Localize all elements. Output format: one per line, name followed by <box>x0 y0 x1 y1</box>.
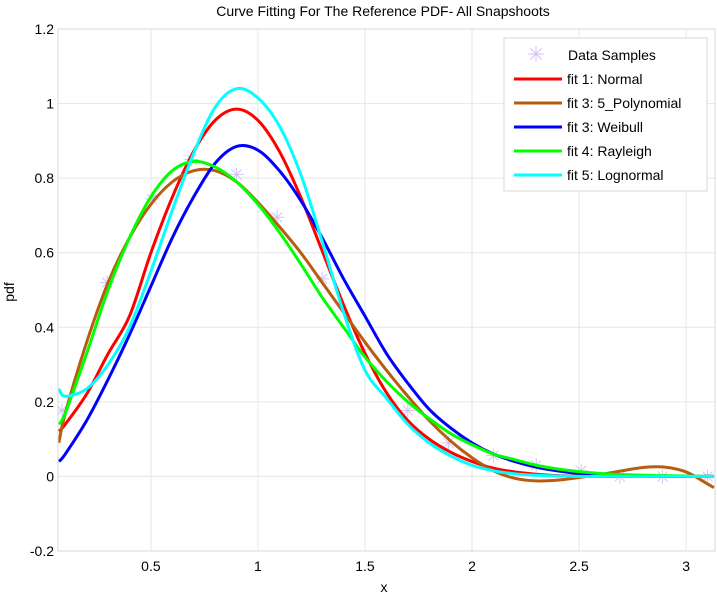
legend: Data Samples fit 1: Normal fit 3: 5_Polyno… <box>503 37 708 192</box>
data-sample-point <box>400 403 415 418</box>
series-line-fit-3-5-polynomial <box>58 167 715 489</box>
tick-labels: 0.5 1 1.5 2 2.5 3 -0.2 0 0.2 0.4 0.6 0.8 1 1.2 <box>30 21 690 574</box>
y-axis-label: pdf <box>1 282 17 302</box>
legend-label: fit 3: Weibull <box>567 119 643 135</box>
legend-label: fit 5: Lognormal <box>567 167 664 183</box>
legend-marker-data-samples <box>528 46 544 62</box>
x-axis-label: x <box>381 579 388 594</box>
legend-label: fit 3: 5_Polynomial <box>567 95 681 111</box>
y-tick-label: 0.4 <box>35 319 55 335</box>
x-tick-label: 3 <box>682 558 690 574</box>
plot-area <box>58 86 715 489</box>
y-tick-label: 1 <box>46 96 54 112</box>
y-tick-label: 0 <box>46 468 54 484</box>
x-tick-label: 1 <box>254 558 262 574</box>
y-tick-label: 0.6 <box>35 245 55 261</box>
series-line-fit-4-rayleigh <box>58 159 714 478</box>
x-tick-label: 2.5 <box>569 558 589 574</box>
x-tick-label: 2 <box>468 558 476 574</box>
x-tick-label: 0.5 <box>141 558 161 574</box>
legend-label: fit 1: Normal <box>567 71 642 87</box>
x-tick-label: 1.5 <box>355 558 375 574</box>
y-tick-label: -0.2 <box>30 543 54 559</box>
axes-frame <box>57 28 716 552</box>
y-tick-label: 0.2 <box>35 394 55 410</box>
legend-label: fit 4: Rayleigh <box>567 143 652 159</box>
legend-label: Data Samples <box>568 47 656 63</box>
y-tick-label: 1.2 <box>35 21 55 37</box>
series-line-fit-5-lognormal <box>58 86 714 478</box>
chart-title: Curve Fitting For The Reference PDF- All… <box>216 3 550 19</box>
y-tick-label: 0.8 <box>35 170 55 186</box>
legend-box <box>503 37 708 192</box>
